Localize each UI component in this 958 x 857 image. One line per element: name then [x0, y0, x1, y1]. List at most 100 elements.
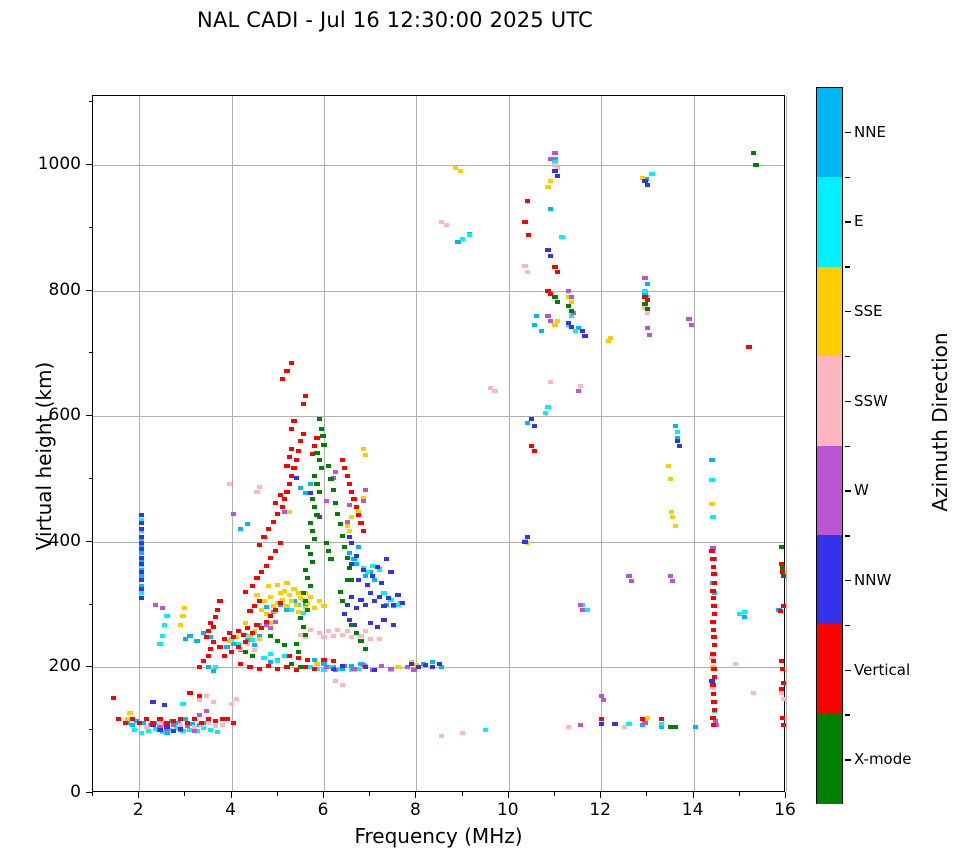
- echo-point: [138, 541, 145, 546]
- echo-point: [302, 568, 309, 573]
- colorbar-title: Azimuth Direction: [928, 332, 952, 512]
- colorbar-segment: [817, 713, 842, 804]
- echo-point: [256, 484, 262, 489]
- x-tick-mark: [138, 792, 140, 798]
- echo-point: [552, 323, 558, 328]
- echo-point: [312, 536, 318, 541]
- echo-point: [268, 555, 274, 560]
- echo-point: [125, 716, 131, 721]
- echo-point: [314, 513, 320, 518]
- echo-point: [372, 599, 378, 604]
- page-title: NAL CADI - Jul 16 12:30:00 2025 UTC: [197, 8, 593, 32]
- echo-point: [780, 723, 786, 728]
- echo-point: [254, 593, 260, 598]
- echo-point: [667, 725, 674, 730]
- echo-point: [162, 703, 168, 708]
- echo-point: [711, 580, 717, 585]
- echo-point: [335, 511, 341, 516]
- x-tick-label: 8: [409, 800, 421, 820]
- echo-point: [522, 219, 528, 224]
- echo-point: [353, 630, 359, 635]
- y-tick-label: 600: [48, 405, 81, 426]
- echo-point: [321, 442, 327, 447]
- echo-point: [259, 569, 265, 574]
- echo-point: [300, 624, 306, 629]
- echo-point: [222, 637, 228, 642]
- echo-point: [349, 577, 355, 582]
- echo-point: [185, 724, 191, 729]
- echo-point: [379, 580, 385, 585]
- echo-point: [605, 338, 611, 343]
- colorbar-tick: [845, 131, 851, 134]
- x-axis-title: Frequency (MHz): [354, 824, 523, 848]
- colorbar-segment: [817, 624, 842, 715]
- echo-point: [711, 699, 717, 704]
- echo-point: [365, 569, 371, 574]
- echo-point: [399, 601, 406, 606]
- echo-point: [374, 564, 380, 569]
- echo-point: [203, 693, 209, 698]
- echo-point: [293, 475, 299, 480]
- echo-point: [235, 628, 242, 633]
- echo-point: [263, 612, 269, 617]
- echo-point: [219, 716, 225, 721]
- echo-point: [164, 720, 170, 725]
- echo-point: [577, 723, 583, 728]
- echo-point: [302, 394, 309, 399]
- echo-point: [552, 264, 558, 269]
- echo-point: [256, 666, 262, 671]
- echo-point: [138, 520, 145, 525]
- echo-point: [150, 723, 156, 728]
- echo-point: [157, 641, 163, 646]
- echo-point: [342, 465, 348, 470]
- echo-point: [307, 665, 313, 670]
- echo-point: [349, 541, 355, 546]
- echo-point: [312, 605, 318, 610]
- echo-point: [210, 640, 216, 645]
- echo-point: [231, 635, 237, 640]
- echo-point: [376, 568, 383, 573]
- echo-point: [439, 665, 445, 670]
- echo-point: [284, 580, 290, 585]
- echo-point: [171, 723, 177, 728]
- echo-point: [152, 726, 158, 731]
- echo-point: [159, 634, 165, 639]
- echo-point: [215, 607, 221, 612]
- echo-point: [268, 621, 274, 626]
- echo-point: [247, 665, 253, 670]
- echo-point: [293, 602, 299, 607]
- echo-point: [351, 557, 357, 562]
- echo-point: [196, 665, 202, 670]
- echo-point: [566, 725, 572, 730]
- echo-point: [252, 603, 258, 608]
- echo-point: [667, 574, 674, 579]
- echo-point: [709, 679, 715, 684]
- echo-point: [568, 308, 574, 313]
- echo-point: [710, 514, 716, 519]
- colorbar-tick: [845, 311, 851, 313]
- colorbar-segment: [817, 88, 842, 179]
- gridline-vertical: [786, 96, 787, 791]
- echo-point: [286, 482, 292, 487]
- echo-point: [349, 635, 355, 640]
- echo-point: [353, 561, 359, 566]
- echo-point: [390, 622, 396, 627]
- echo-point: [547, 178, 553, 183]
- echo-point: [295, 649, 302, 654]
- echo-point: [254, 576, 260, 581]
- echo-point: [203, 635, 209, 640]
- gridline-vertical: [508, 96, 510, 791]
- echo-point: [192, 729, 198, 734]
- x-tick-label: 14: [681, 800, 704, 820]
- echo-point: [453, 166, 459, 171]
- echo-point: [709, 478, 715, 483]
- echo-point: [208, 646, 214, 651]
- ionogram-plot-area: [92, 95, 787, 792]
- echo-point: [189, 721, 195, 726]
- colorbar-label-sse: SSE: [854, 302, 883, 321]
- echo-point: [298, 439, 304, 444]
- echo-point: [642, 178, 648, 183]
- echo-point: [302, 490, 309, 495]
- echo-point: [319, 465, 325, 470]
- echo-point: [330, 488, 336, 493]
